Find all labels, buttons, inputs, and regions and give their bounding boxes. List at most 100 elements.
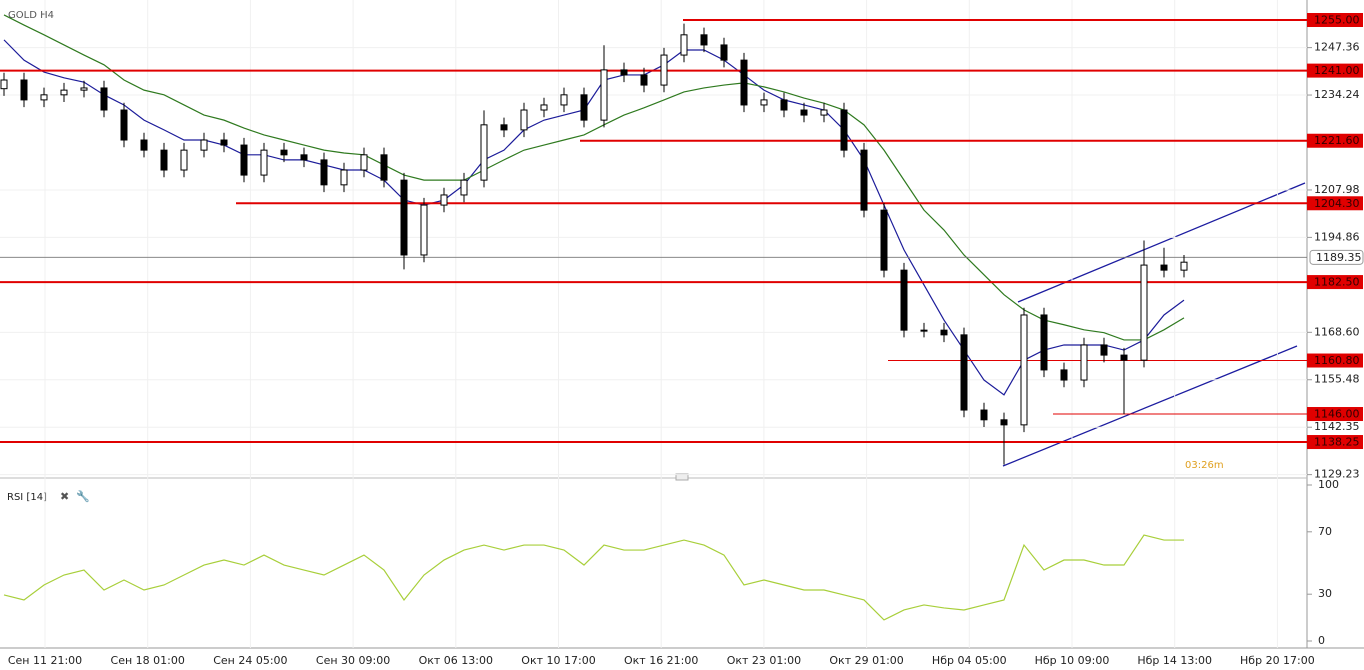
y-tick-label: 100: [1318, 478, 1339, 491]
x-tick-label: Сен 18 01:00: [111, 654, 185, 667]
candle-body: [400, 179, 408, 256]
candle-body: [460, 179, 468, 196]
candle-body: [420, 204, 428, 256]
x-tick-label: Сен 24 05:00: [213, 654, 287, 667]
candle-body: [1100, 344, 1108, 356]
trend-line[interactable]: [1002, 345, 1298, 467]
candle-body: [880, 209, 888, 271]
y-tick-label: 1168.60: [1314, 325, 1360, 338]
splitter-handle[interactable]: [675, 473, 689, 481]
candle-body: [200, 139, 208, 151]
candle-body: [80, 87, 88, 91]
x-tick-label: Нбр 20 17:00: [1240, 654, 1315, 667]
candle-body: [720, 44, 728, 61]
candle-body: [600, 69, 608, 121]
level-label-box: [1307, 196, 1363, 211]
candle-body: [860, 149, 868, 211]
candle-body: [0, 79, 8, 90]
indicator-settings[interactable]: 🔧: [76, 489, 90, 503]
candle-body: [700, 34, 708, 46]
candle-body: [1080, 344, 1088, 381]
candle-body: [20, 79, 28, 101]
x-tick-label: Окт 16 21:00: [624, 654, 698, 667]
candle-body: [180, 149, 188, 171]
y-tick-label: 1247.36: [1314, 41, 1360, 54]
candle-body: [540, 104, 548, 111]
candle-body: [1160, 264, 1168, 271]
candle-body: [1020, 314, 1028, 426]
y-tick-label: 1142.35: [1314, 420, 1360, 433]
candle-body: [580, 94, 588, 121]
candle-body: [360, 154, 368, 171]
candle-body: [220, 139, 228, 146]
level-label-box: [1307, 63, 1363, 78]
candle-body: [1060, 369, 1068, 381]
candle-body: [980, 409, 988, 421]
candle-body: [100, 87, 108, 111]
level-label-box: [1307, 435, 1363, 450]
level-label: 1182.50: [1314, 276, 1360, 289]
level-label: 1146.00: [1314, 408, 1360, 421]
candle-body: [640, 74, 648, 86]
last-price-label: 1189.35: [1316, 251, 1362, 264]
candle-body: [820, 109, 828, 116]
x-tick-label: Окт 10 17:00: [521, 654, 595, 667]
level-label: 1221.60: [1314, 134, 1360, 147]
bar-timer: 03:26m: [1185, 460, 1224, 471]
level-label-box: [1307, 133, 1363, 148]
last-price-box: [1309, 249, 1364, 265]
candle-body: [940, 329, 948, 336]
level-label-box: [1307, 13, 1363, 28]
candle-body: [1140, 264, 1148, 361]
candle-body: [780, 99, 788, 111]
candle-body: [740, 59, 748, 106]
x-tick-label: Окт 23 01:00: [727, 654, 801, 667]
y-tick-label: 30: [1318, 587, 1332, 600]
y-tick-label: 1129.23: [1314, 468, 1360, 481]
level-label: 1160.80: [1314, 354, 1360, 367]
candle-body: [240, 144, 248, 176]
candle-body: [280, 149, 288, 156]
y-tick-label: 0: [1318, 634, 1325, 647]
y-tick-label: 1207.98: [1314, 183, 1360, 196]
candle-body: [480, 124, 488, 181]
x-tick-label: Окт 06 13:00: [419, 654, 493, 667]
remove-indicator[interactable]: ✖: [60, 490, 69, 503]
chart-title: GOLD H4: [8, 10, 54, 21]
candle-body: [300, 154, 308, 161]
indicator-title: RSI [14]: [7, 492, 47, 503]
level-label: 1255.00: [1314, 14, 1360, 27]
candle-body: [40, 94, 48, 101]
candle-body: [320, 159, 328, 186]
candle-body: [840, 109, 848, 151]
candle-body: [1000, 419, 1008, 426]
y-tick-label: 1234.24: [1314, 88, 1360, 101]
candle-body: [1180, 261, 1188, 271]
candle-body: [260, 149, 268, 176]
candle-body: [660, 54, 668, 86]
moving-average: [3, 14, 1185, 341]
candle-body: [560, 94, 568, 106]
candle-body: [120, 109, 128, 141]
candle-body: [960, 334, 968, 411]
y-tick-label: 70: [1318, 525, 1332, 538]
candle-body: [620, 69, 628, 76]
y-tick-label: 1155.48: [1314, 373, 1360, 386]
candle-body: [500, 124, 508, 131]
candle-body: [760, 99, 768, 106]
candle-body: [380, 154, 388, 181]
rsi-line: [3, 534, 1184, 621]
candle-body: [680, 34, 688, 56]
candle-body: [800, 109, 808, 116]
x-tick-label: Сен 30 09:00: [316, 654, 390, 667]
candle-body: [900, 269, 908, 331]
level-label: 1241.00: [1314, 64, 1360, 77]
x-tick-label: Нбр 04 05:00: [932, 654, 1007, 667]
candle-body: [440, 194, 448, 206]
candle-body: [140, 139, 148, 151]
candle-body: [1120, 354, 1128, 361]
level-label: 1204.30: [1314, 197, 1360, 210]
